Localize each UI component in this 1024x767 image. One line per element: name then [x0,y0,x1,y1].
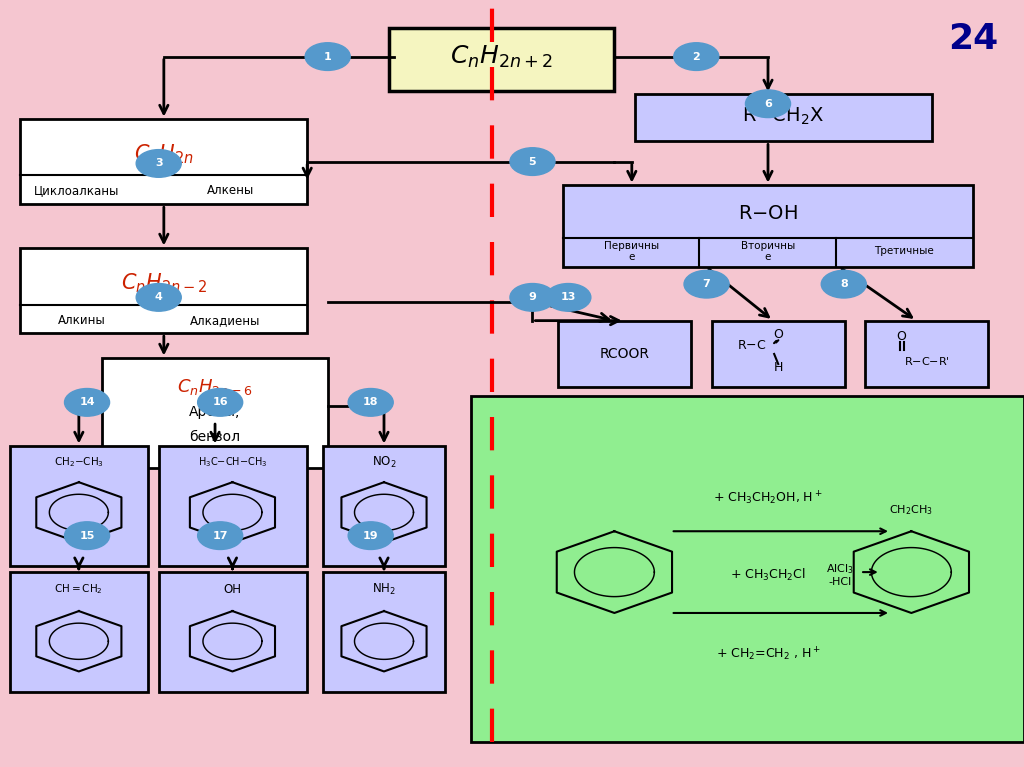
FancyBboxPatch shape [558,321,691,387]
Text: CH$_2$CH$_3$: CH$_2$CH$_3$ [890,504,933,518]
Text: Алкадиены: Алкадиены [190,314,260,328]
Circle shape [821,270,866,298]
Text: + CH$_2$=CH$_2$ , H$^+$: + CH$_2$=CH$_2$ , H$^+$ [716,645,820,663]
FancyBboxPatch shape [10,446,148,566]
Text: $C_nH_{2n+2}$: $C_nH_{2n+2}$ [451,44,553,70]
FancyBboxPatch shape [20,249,307,333]
FancyBboxPatch shape [159,572,307,692]
Circle shape [136,284,181,311]
FancyBboxPatch shape [323,572,445,692]
Text: R$-$C: R$-$C [737,339,767,352]
FancyBboxPatch shape [389,28,614,91]
FancyBboxPatch shape [635,94,932,141]
Text: $C_nH_{2n-6}$: $C_nH_{2n-6}$ [177,377,253,397]
Text: 1: 1 [324,51,332,61]
Text: Вторичны
е: Вторичны е [741,241,795,262]
FancyBboxPatch shape [865,321,988,387]
Text: 17: 17 [212,531,228,541]
Text: O: O [773,328,783,341]
Text: RCOOR: RCOOR [600,347,649,361]
Circle shape [348,389,393,416]
Text: бензол: бензол [189,430,241,444]
Circle shape [348,522,393,549]
Text: Циклоалканы: Циклоалканы [34,184,120,197]
Circle shape [684,270,729,298]
Circle shape [674,43,719,71]
FancyBboxPatch shape [323,446,445,566]
Text: 15: 15 [79,531,95,541]
Text: AlCl$_3$: AlCl$_3$ [825,562,854,576]
Text: CH$=$CH$_2$: CH$=$CH$_2$ [54,582,103,596]
Circle shape [546,284,591,311]
Text: 9: 9 [528,292,537,302]
Text: 13: 13 [560,292,577,302]
Text: H: H [773,361,783,374]
Text: Арены,: Арены, [189,405,241,419]
Text: 19: 19 [362,531,379,541]
Text: O: O [896,330,906,343]
Circle shape [198,389,243,416]
Circle shape [305,43,350,71]
FancyBboxPatch shape [10,572,148,692]
FancyBboxPatch shape [563,186,973,267]
Text: 18: 18 [362,397,379,407]
Text: 3: 3 [155,159,163,169]
FancyBboxPatch shape [712,321,845,387]
Text: 2: 2 [692,51,700,61]
Text: R$-$OH: R$-$OH [738,204,798,223]
Text: $C_nH_{2n}$: $C_nH_{2n}$ [134,142,194,166]
FancyBboxPatch shape [20,120,307,204]
Text: Первичны
е: Первичны е [604,241,659,262]
Circle shape [198,522,243,549]
Text: 14: 14 [79,397,95,407]
Circle shape [510,148,555,176]
Text: + CH$_3$CH$_2$OH, H$^+$: + CH$_3$CH$_2$OH, H$^+$ [714,489,822,507]
Text: R$-$C$-$R': R$-$C$-$R' [904,355,949,367]
Text: OH: OH [223,583,242,596]
Text: 8: 8 [840,279,848,289]
Circle shape [745,90,791,117]
Text: R$-$CH$_2$X: R$-$CH$_2$X [742,106,824,127]
Circle shape [65,389,110,416]
FancyBboxPatch shape [159,446,307,566]
Text: -HCl: -HCl [828,577,851,587]
Text: $C_nH_{2n-2}$: $C_nH_{2n-2}$ [121,271,207,295]
Text: NO$_2$: NO$_2$ [372,455,396,469]
Text: + CH$_3$CH$_2$Cl: + CH$_3$CH$_2$Cl [730,568,806,583]
Text: 5: 5 [528,156,537,166]
Text: NH$_2$: NH$_2$ [372,581,396,597]
Text: H$_3$C$-$CH$-$CH$_3$: H$_3$C$-$CH$-$CH$_3$ [198,455,267,469]
Text: 24: 24 [948,22,998,56]
Text: 4: 4 [155,292,163,302]
Circle shape [510,284,555,311]
Text: 7: 7 [702,279,711,289]
FancyBboxPatch shape [102,358,328,469]
Text: Третичные: Третичные [874,246,934,256]
Circle shape [65,522,110,549]
FancyBboxPatch shape [471,396,1024,742]
Text: CH$_2$$-$CH$_3$: CH$_2$$-$CH$_3$ [54,455,103,469]
Text: Алкины: Алкины [58,314,105,328]
Circle shape [136,150,181,177]
Text: Алкены: Алкены [207,184,254,197]
Text: 16: 16 [212,397,228,407]
Text: 6: 6 [764,99,772,109]
